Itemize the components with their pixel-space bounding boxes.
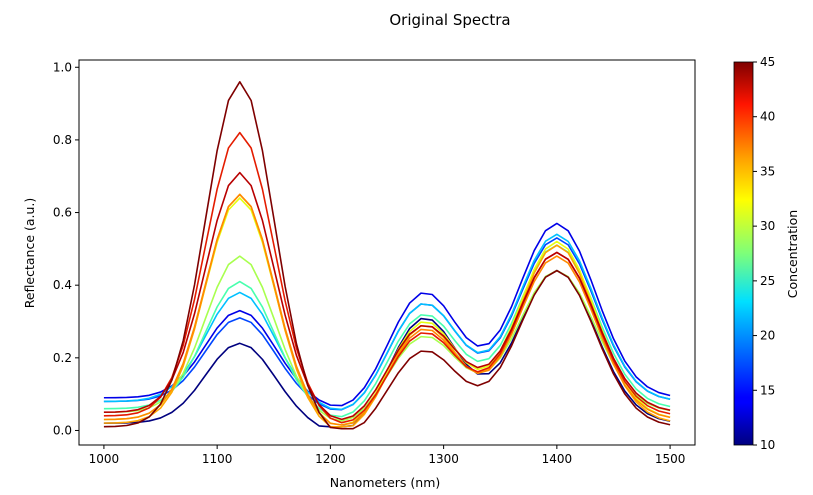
colorbar: 10 15 20 25 30 35 40 45 Concentration — [733, 55, 800, 452]
colorbar-tick-label: 20 — [760, 329, 775, 343]
y-axis: 0.0 0.2 0.4 0.6 0.8 1.0 — [53, 60, 79, 437]
y-axis-label: Reflectance (a.u.) — [22, 198, 37, 309]
spectrum-line-43 — [103, 171, 671, 421]
spectrum-line-14 — [103, 222, 671, 407]
y-tick-label: 0.6 — [53, 206, 72, 220]
y-tick-label: 1.0 — [53, 60, 72, 74]
x-axis-label: Nanometers (nm) — [330, 475, 441, 490]
chart-title: Original Spectra — [389, 11, 510, 29]
plot-frame — [78, 59, 696, 446]
x-tick-label: 1200 — [315, 452, 346, 466]
y-tick-label: 0.0 — [53, 423, 72, 437]
colorbar-tick-label: 45 — [760, 55, 775, 69]
colorbar-tick-label: 30 — [760, 219, 775, 233]
spectrum-line-24 — [103, 244, 671, 418]
colorbar-tick-label: 15 — [760, 383, 775, 397]
x-tick-label: 1400 — [542, 452, 573, 466]
y-tick-label: 0.8 — [53, 133, 72, 147]
colorbar-label: Concentration — [785, 210, 800, 298]
colorbar-gradient — [733, 61, 754, 446]
y-tick-label: 0.2 — [53, 351, 72, 365]
colorbar-ticks: 10 15 20 25 30 35 40 45 — [753, 55, 775, 452]
colorbar-tick-label: 40 — [760, 110, 775, 124]
colorbar-tick-label: 25 — [760, 274, 775, 288]
series-group — [103, 81, 671, 430]
x-tick-label: 1000 — [89, 452, 120, 466]
y-tick-label: 0.4 — [53, 278, 72, 292]
spectrum-line-45 — [103, 81, 671, 430]
x-tick-label: 1300 — [428, 452, 459, 466]
x-tick-label: 1100 — [202, 452, 233, 466]
colorbar-tick-label: 10 — [760, 438, 775, 452]
x-tick-label: 1500 — [655, 452, 686, 466]
plot-area: 1000 1100 1200 1300 1400 1500 0.0 0.2 0.4 0.6 0.8… — [53, 59, 696, 466]
x-axis: 1000 1100 1200 1300 1400 1500 — [89, 445, 686, 466]
colorbar-tick-label: 35 — [760, 164, 775, 178]
